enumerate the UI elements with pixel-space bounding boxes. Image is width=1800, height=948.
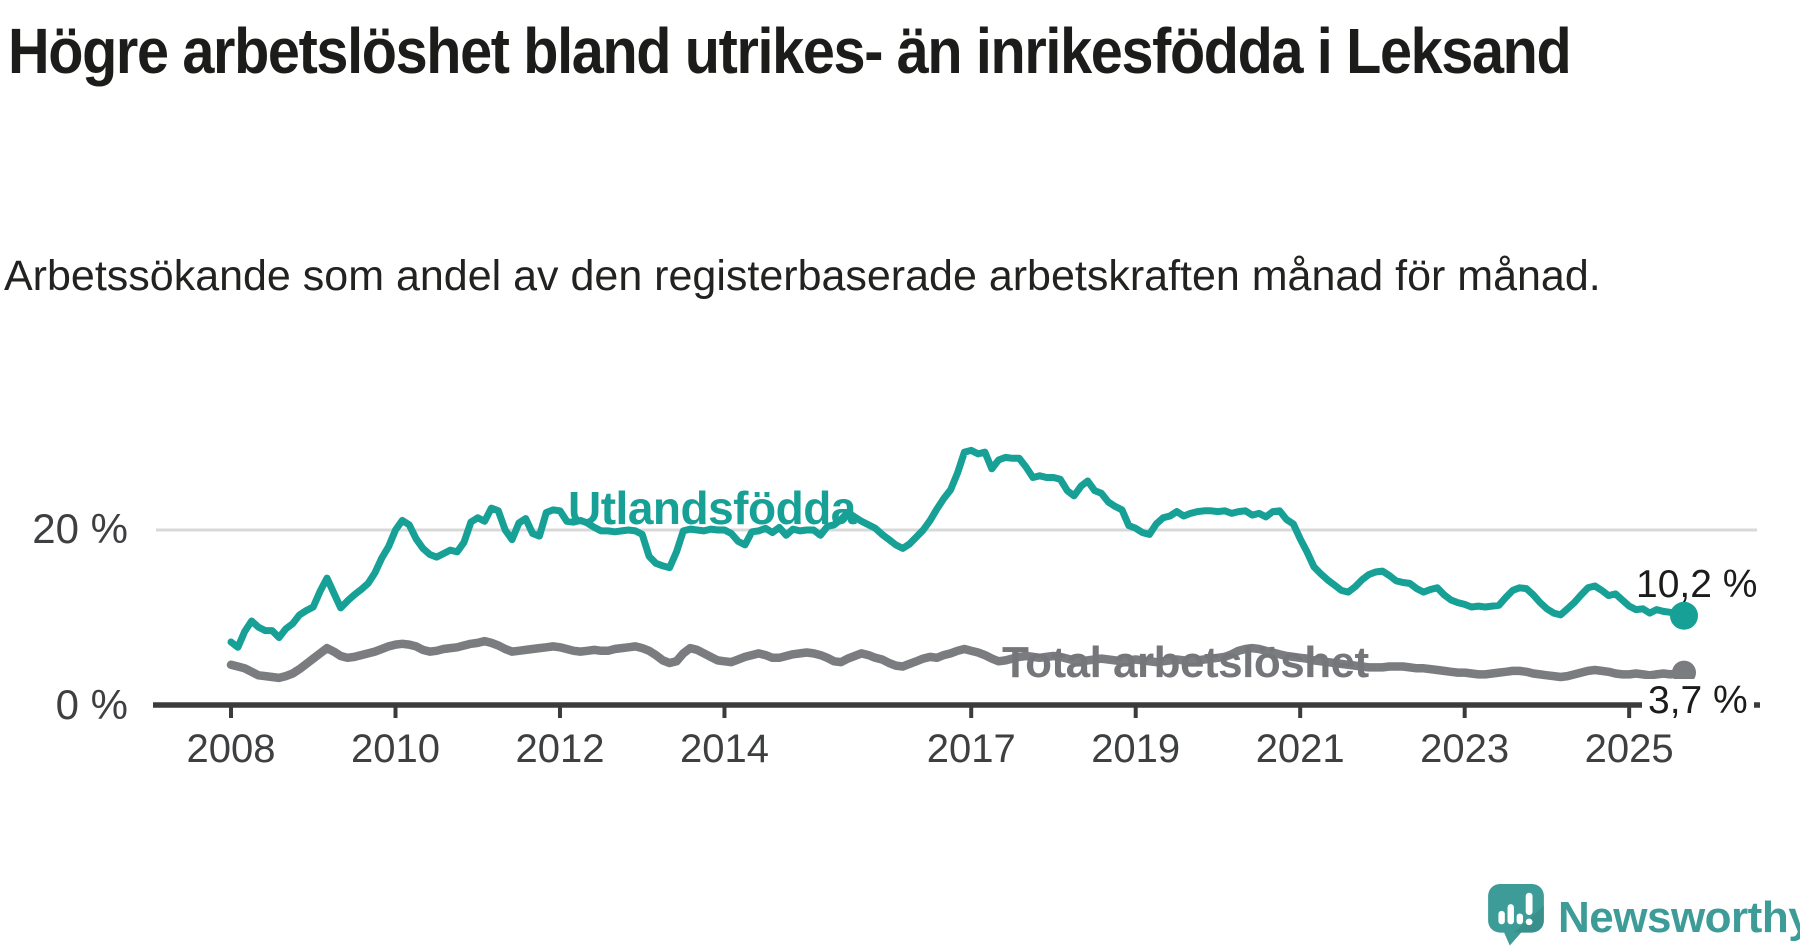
page-title: Högre arbetslöshet bland utrikes- än inr… [8, 15, 1572, 87]
series-label-utlandsfodda: Utlandsfödda [568, 482, 856, 534]
newsworthy-logo: Newsworthy [1488, 884, 1800, 948]
x-tick-label: 2019 [1091, 727, 1181, 771]
x-tick-label: 2021 [1255, 727, 1345, 771]
y-axis-tick-label-0: 0 % [55, 681, 128, 728]
chart-subtitle: Arbetssökande som andel av den registerb… [4, 252, 1601, 300]
x-tick-label: 2010 [350, 727, 440, 771]
x-tick-label: 2012 [515, 727, 605, 771]
x-tick-label: 2014 [679, 727, 769, 771]
end-value-label-total: 3,7 % [1642, 679, 1754, 723]
x-tick-label: 2025 [1584, 727, 1674, 771]
x-tick-label: 2023 [1420, 727, 1510, 771]
series-label-total-arbetsloshet: Total arbetslöshet [1002, 638, 1369, 687]
x-tick-label: 2017 [926, 727, 1016, 771]
y-axis-tick-label-20: 20 % [32, 505, 128, 552]
x-tick-label: 2008 [186, 727, 276, 771]
newsworthy-logo-icon [1488, 884, 1544, 948]
newsworthy-logo-text: Newsworthy [1558, 892, 1800, 942]
end-value-label-utlandsfodda: 10,2 % [1636, 563, 1758, 606]
